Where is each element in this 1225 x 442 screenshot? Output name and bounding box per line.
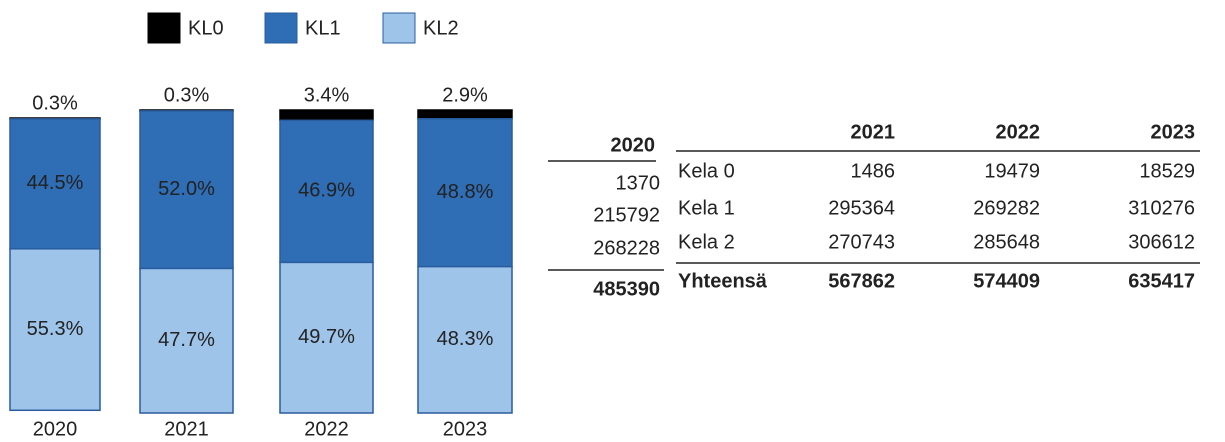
bar-segment: [279, 119, 374, 264]
table-cell: 306612: [1128, 231, 1195, 253]
table-header: 2020: [611, 134, 656, 156]
data-label: 0.3%: [32, 92, 78, 114]
data-label: 2.9%: [442, 84, 488, 106]
legend-label: KL1: [305, 17, 341, 39]
table-header: 2022: [996, 121, 1041, 143]
table-header: 2021: [851, 121, 896, 143]
table-cell: 1486: [851, 160, 896, 182]
legend-swatch: [382, 12, 416, 44]
total-label: Yhteensä: [678, 270, 768, 292]
table-cell: 269282: [973, 197, 1040, 219]
x-tick-label: 2022: [304, 418, 349, 440]
data-label: 44.5%: [27, 172, 84, 194]
data-label: 55.3%: [27, 318, 84, 340]
bar-segment: [279, 261, 374, 414]
row-label: Kela 0: [678, 160, 735, 182]
data-label: 3.4%: [304, 84, 350, 106]
table-cell: 19479: [984, 160, 1040, 182]
data-label: 46.9%: [298, 180, 355, 202]
table-cell: 285648: [973, 231, 1040, 253]
row-label: Kela 1: [678, 197, 735, 219]
data-label: 0.3%: [164, 84, 210, 106]
bar-segment: [417, 109, 513, 120]
data-label: 48.8%: [437, 181, 494, 203]
legend-label: KL2: [423, 17, 459, 39]
x-tick-label: 2020: [33, 418, 78, 440]
legend-swatch: [264, 12, 298, 44]
bar-segment: [139, 267, 234, 414]
bar-segment: [139, 110, 234, 270]
data-label: 48.3%: [437, 328, 494, 350]
table-cell: 268228: [593, 237, 660, 259]
table-cell: 1370: [616, 172, 661, 194]
table-cell: 18529: [1139, 160, 1195, 182]
table-total: 635417: [1128, 270, 1195, 292]
table-cell: 295364: [828, 197, 895, 219]
bar-segment: [9, 118, 101, 250]
row-label: Kela 2: [678, 231, 735, 253]
x-tick-label: 2023: [443, 418, 488, 440]
x-tick-label: 2021: [164, 418, 209, 440]
data-label: 49.7%: [298, 326, 355, 348]
table-total: 567862: [828, 270, 895, 292]
table-cell: 270743: [828, 231, 895, 253]
table-cell: 310276: [1128, 197, 1195, 219]
bar-segment: [279, 109, 374, 122]
table-total: 485390: [593, 278, 660, 300]
data-label: 47.7%: [158, 329, 215, 351]
data-label: 52.0%: [158, 178, 215, 200]
table-cell: 215792: [593, 204, 660, 226]
table-total: 574409: [973, 270, 1040, 292]
legend-label: KL0: [188, 17, 224, 39]
bar-segment: [417, 265, 513, 414]
bar-segment: [9, 248, 101, 412]
legend-swatch: [147, 12, 181, 44]
table-header: 2023: [1151, 121, 1196, 143]
